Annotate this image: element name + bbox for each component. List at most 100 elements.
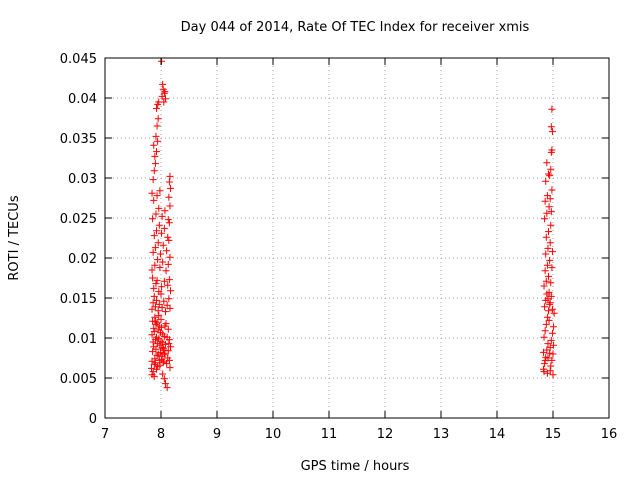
data-point — [165, 276, 173, 284]
data-point — [543, 159, 551, 167]
data-point — [546, 256, 554, 264]
data-point — [545, 170, 553, 178]
data-point — [541, 215, 549, 223]
data-point — [550, 341, 558, 349]
data-point — [165, 340, 173, 348]
data-point — [542, 320, 550, 328]
data-point — [159, 80, 167, 88]
data-point — [546, 367, 554, 375]
data-point — [165, 219, 173, 227]
data-point — [164, 347, 172, 355]
data-point — [160, 277, 168, 285]
y-tick-label: 0.025 — [60, 212, 97, 227]
data-point — [546, 300, 554, 308]
data-point — [543, 261, 551, 269]
data-point — [149, 248, 157, 256]
data-point — [156, 187, 164, 195]
data-point — [167, 184, 175, 192]
y-tick-label: 0.035 — [60, 132, 97, 147]
data-point — [164, 260, 172, 268]
x-tick-label: 8 — [157, 427, 165, 442]
data-point — [545, 272, 553, 280]
data-point — [542, 233, 550, 241]
data-point — [154, 307, 162, 315]
data-point — [153, 352, 161, 360]
data-point — [158, 304, 166, 312]
data-point — [149, 274, 157, 282]
data-point — [541, 197, 549, 205]
data-point — [544, 244, 552, 252]
data-point — [153, 227, 161, 235]
data-point — [150, 328, 158, 336]
data-point — [151, 160, 159, 168]
data-points — [147, 57, 558, 392]
y-tick-label: 0.015 — [60, 292, 97, 307]
data-point — [158, 57, 166, 65]
data-point — [150, 284, 158, 292]
x-tick-label: 15 — [545, 427, 562, 442]
data-point — [158, 324, 166, 332]
data-point — [152, 320, 160, 328]
y-tick-label: 0.02 — [68, 252, 97, 267]
data-point — [541, 303, 549, 311]
data-point — [163, 247, 171, 255]
data-point — [159, 344, 167, 352]
data-point — [549, 350, 557, 358]
data-point — [548, 146, 556, 154]
data-point — [547, 208, 555, 216]
data-point — [547, 221, 555, 229]
y-tick-label: 0 — [89, 412, 97, 427]
y-tick-label: 0.01 — [68, 332, 97, 347]
x-tick-label: 7 — [101, 427, 109, 442]
data-point — [158, 229, 166, 237]
data-point — [148, 189, 156, 197]
data-point — [543, 313, 551, 321]
data-point — [166, 253, 174, 261]
data-point — [161, 95, 169, 103]
data-point — [540, 368, 548, 376]
data-point — [147, 364, 155, 372]
data-point — [545, 228, 553, 236]
data-point — [545, 316, 553, 324]
data-point — [547, 165, 555, 173]
data-point — [165, 356, 173, 364]
data-point — [546, 349, 554, 357]
data-point — [157, 316, 165, 324]
data-point — [158, 283, 166, 291]
data-point — [155, 204, 163, 212]
data-point — [166, 364, 174, 372]
x-tick-label: 9 — [213, 427, 221, 442]
data-point — [152, 280, 160, 288]
x-tick-labels: 7 8 9 10 11 12 13 14 15 16 — [101, 427, 617, 442]
data-point — [159, 359, 167, 367]
data-point — [164, 325, 172, 333]
data-point — [150, 292, 158, 300]
data-point — [152, 345, 160, 353]
data-point — [154, 137, 162, 145]
data-point — [547, 292, 555, 300]
data-point — [151, 244, 159, 252]
data-point — [160, 349, 168, 357]
y-tick-label: 0.005 — [60, 372, 97, 387]
data-point — [548, 264, 556, 272]
data-point — [539, 348, 547, 356]
data-point — [151, 313, 159, 321]
data-point — [164, 216, 172, 224]
data-point — [545, 288, 553, 296]
data-point — [165, 236, 173, 244]
x-tick-label: 10 — [265, 427, 282, 442]
y-tick-label: 0.03 — [68, 172, 97, 187]
data-point — [160, 89, 168, 97]
x-tick-label: 16 — [601, 427, 618, 442]
data-point — [163, 384, 171, 392]
y-tick-label: 0.045 — [60, 52, 97, 67]
data-point — [156, 264, 164, 272]
data-point — [546, 195, 554, 203]
data-point — [549, 371, 557, 379]
data-point — [154, 100, 162, 108]
data-point — [165, 178, 173, 186]
data-point — [540, 282, 548, 290]
data-point — [541, 327, 549, 335]
data-point — [544, 354, 552, 362]
